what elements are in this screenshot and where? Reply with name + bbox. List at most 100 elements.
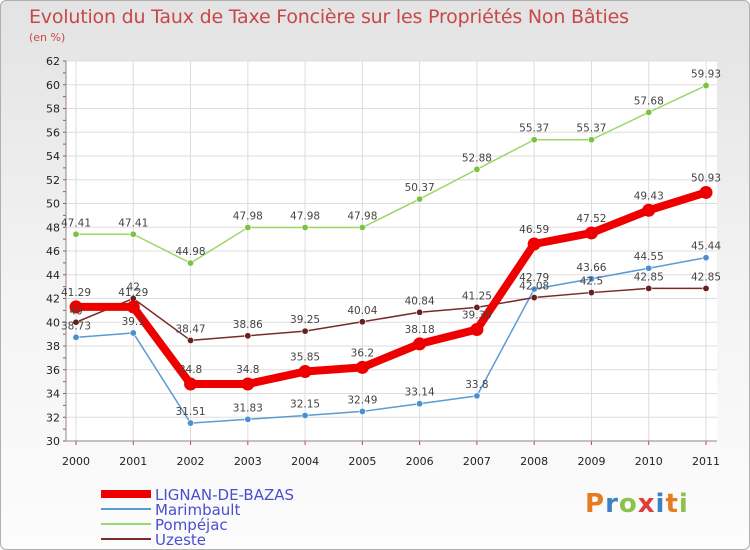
data-point-pomp-jac [72, 230, 80, 238]
data-point-lignan-de-bazas [298, 365, 312, 379]
data-label-marimbault: 31.51 [176, 406, 206, 418]
data-point-lignan-de-bazas [69, 300, 83, 314]
x-tick-label: 2008 [520, 455, 548, 468]
data-label-lignan-de-bazas: 47.52 [576, 213, 606, 225]
x-tick-label: 2003 [234, 455, 262, 468]
data-label-marimbault: 32.15 [290, 398, 320, 410]
y-tick-label: 58 [46, 103, 60, 116]
data-point-uzeste [72, 318, 80, 326]
data-point-uzeste [645, 284, 653, 292]
data-point-uzeste [301, 327, 309, 335]
data-label-uzeste: 42 [127, 282, 140, 294]
data-label-marimbault: 33.14 [405, 387, 435, 399]
data-label-lignan-de-bazas: 38.18 [405, 324, 435, 336]
x-tick-label: 2002 [177, 455, 205, 468]
y-tick-label: 42 [46, 293, 60, 306]
logo-letter: i [655, 489, 666, 519]
data-point-lignan-de-bazas [241, 377, 255, 391]
data-point-pomp-jac [187, 259, 195, 267]
chart-title: Evolution du Taux de Taxe Foncière sur l… [29, 6, 629, 28]
y-tick-label: 52 [46, 174, 60, 187]
data-point-marimbault [129, 329, 137, 337]
y-unit-label: (en %) [29, 31, 66, 44]
y-tick-label: 50 [46, 198, 60, 211]
y-tick-label: 44 [46, 269, 60, 282]
y-tick-label: 54 [46, 150, 60, 163]
logo-letter: t [665, 489, 679, 519]
data-label-uzeste: 42.5 [580, 276, 603, 288]
data-point-uzeste [702, 284, 710, 292]
data-point-uzeste [587, 289, 595, 297]
legend-label-lignan-de-bazas: LIGNAN-DE-BAZAS [155, 486, 294, 504]
data-point-lignan-de-bazas [527, 237, 541, 251]
data-label-lignan-de-bazas: 46.59 [519, 224, 549, 236]
data-label-marimbault: 32.49 [347, 394, 377, 406]
data-point-pomp-jac [587, 136, 595, 144]
data-label-pomp-jac: 47.98 [347, 210, 377, 222]
logo-letter: i [678, 489, 689, 519]
data-point-marimbault [645, 264, 653, 272]
data-point-lignan-de-bazas [470, 322, 484, 336]
data-label-marimbault: 43.66 [576, 262, 606, 274]
data-label-pomp-jac: 57.68 [634, 95, 664, 107]
y-tick-label: 32 [46, 411, 60, 424]
data-point-lignan-de-bazas [355, 360, 369, 374]
data-label-uzeste: 40.04 [347, 305, 377, 317]
data-point-pomp-jac [645, 108, 653, 116]
data-labels: 38.73 39.1 31.51 31.83 32.15 32.49 33.14 33.8 42… [61, 69, 721, 418]
data-label-pomp-jac: 44.98 [176, 246, 206, 258]
data-label-pomp-jac: 55.37 [519, 123, 549, 135]
y-tick-label: 62 [46, 55, 60, 68]
legend-label-pomp-jac: Pompéjac [155, 516, 228, 534]
data-label-pomp-jac: 55.37 [576, 123, 606, 135]
data-label-pomp-jac: 47.41 [118, 217, 148, 229]
data-point-lignan-de-bazas [642, 203, 656, 217]
y-tick-label: 36 [46, 364, 60, 377]
data-point-pomp-jac [702, 82, 710, 90]
data-label-lignan-de-bazas: 41.29 [61, 287, 91, 299]
data-label-pomp-jac: 52.88 [462, 152, 492, 164]
axes [63, 60, 717, 445]
data-label-marimbault: 31.83 [233, 402, 263, 414]
data-label-lignan-de-bazas: 34.8 [179, 364, 202, 376]
data-label-marimbault: 44.55 [634, 251, 664, 263]
data-point-uzeste [187, 336, 195, 344]
y-tick-label: 56 [46, 126, 60, 139]
data-label-uzeste: 39.25 [290, 314, 320, 326]
data-label-pomp-jac: 50.37 [405, 182, 435, 194]
proxiti-logo: Proxiti [585, 489, 689, 519]
data-label-lignan-de-bazas: 39.39 [462, 309, 492, 321]
data-point-pomp-jac [473, 165, 481, 173]
tick-labels: 30 32 34 36 38 40 42 44 46 48 50 52 54 56 58 60 62 2000 20… [46, 55, 720, 468]
data-label-lignan-de-bazas: 50.93 [691, 172, 721, 184]
data-point-pomp-jac [129, 230, 137, 238]
y-tick-label: 30 [46, 435, 60, 448]
data-label-uzeste: 38.86 [233, 319, 263, 331]
x-tick-label: 2005 [348, 455, 376, 468]
logo-letter: x [637, 489, 656, 519]
legend-label-uzeste: Uzeste [155, 531, 206, 549]
data-point-marimbault [473, 392, 481, 400]
data-label-lignan-de-bazas: 41.29 [118, 287, 148, 299]
data-point-uzeste [473, 303, 481, 311]
data-label-uzeste: 42.85 [691, 271, 721, 283]
data-label-pomp-jac: 59.93 [691, 69, 721, 81]
x-tick-label: 2004 [291, 455, 319, 468]
x-tick-label: 2001 [119, 455, 147, 468]
data-label-uzeste: 40.84 [405, 295, 435, 307]
data-label-pomp-jac: 47.98 [290, 210, 320, 222]
data-label-uzeste: 38.47 [176, 323, 206, 335]
logo-letter: P [585, 489, 606, 519]
data-label-marimbault: 45.44 [691, 241, 721, 253]
data-point-pomp-jac [416, 195, 424, 203]
data-point-marimbault [530, 285, 538, 293]
data-point-uzeste [358, 318, 366, 326]
data-point-marimbault [187, 419, 195, 427]
series-line-marimbault [75, 256, 707, 424]
series-group [69, 82, 713, 427]
data-point-lignan-de-bazas [413, 337, 427, 351]
data-label-uzeste: 40 [69, 305, 82, 317]
legend-label-marimbault: Marimbault [155, 501, 240, 519]
data-label-lignan-de-bazas: 36.2 [351, 347, 374, 359]
